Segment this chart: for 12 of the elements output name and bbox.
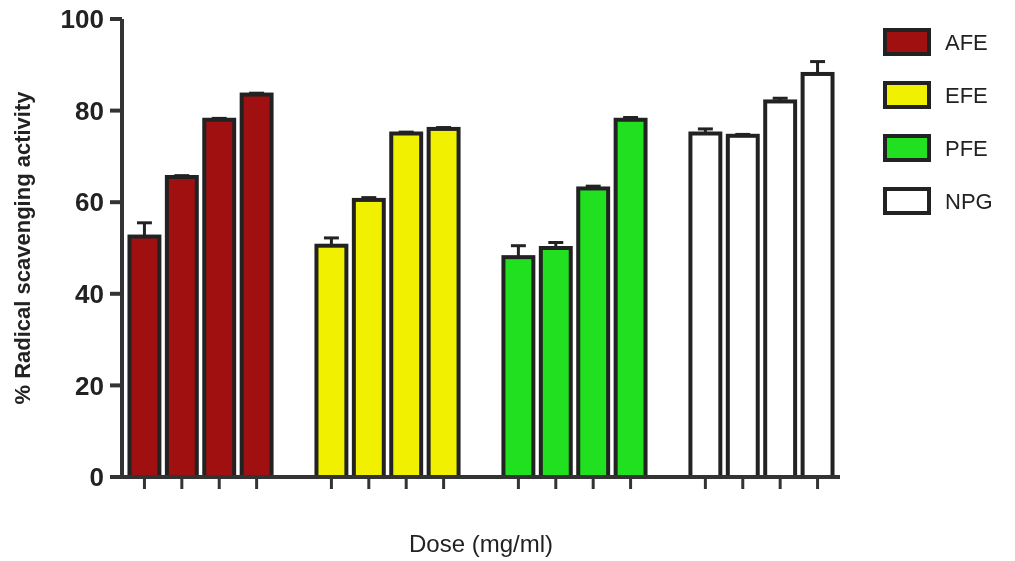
y-tick-label: 80 bbox=[75, 95, 104, 126]
legend-label: EFE bbox=[945, 82, 988, 108]
legend-label: PFE bbox=[945, 135, 988, 161]
y-tick-label: 100 bbox=[60, 4, 104, 35]
y-tick-label: 20 bbox=[75, 370, 104, 401]
legend-label: NPG bbox=[945, 188, 993, 214]
y-tick-label: 40 bbox=[75, 278, 104, 309]
y-axis-title: % Radical scavenging activity bbox=[10, 90, 35, 405]
y-tick-label: 60 bbox=[75, 187, 104, 218]
x-axis-title: Dose (mg/ml) bbox=[408, 530, 554, 557]
y-tick-label: 0 bbox=[89, 462, 104, 493]
legend-label: AFE bbox=[945, 29, 988, 55]
